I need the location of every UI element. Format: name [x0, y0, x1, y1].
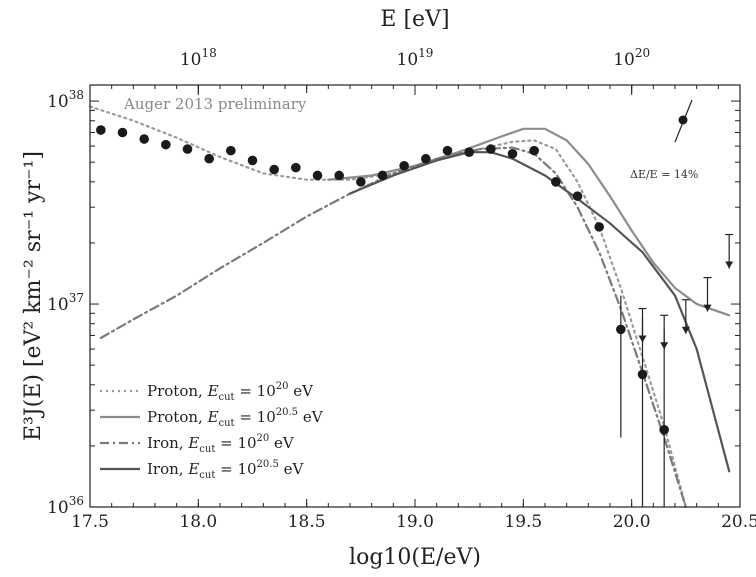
y-axis-title: E³J(E) [eV² km⁻² sr⁻¹ yr⁻¹]: [21, 151, 46, 441]
top-axis-title: E [eV]: [380, 7, 449, 32]
x-tick-label: 18.5: [288, 512, 326, 532]
data-point: [659, 425, 669, 435]
data-point: [161, 139, 171, 150]
data-point: [117, 127, 128, 138]
legend: Proton, Ecut = 1020 eV Proton, Ecut = 102…: [100, 381, 324, 481]
legend-label-2: Proton, Ecut = 1020.5 eV: [147, 407, 324, 429]
x-axis-title: log10(E/eV): [349, 545, 481, 570]
top-tick-label: 1019: [397, 46, 434, 70]
x-tick-label: 20.5: [721, 512, 756, 532]
resolution-point: [678, 115, 688, 125]
data-point: [399, 160, 409, 171]
data-points: [96, 125, 669, 507]
data-point: [139, 134, 149, 144]
data-point: [507, 148, 518, 159]
data-point: [247, 155, 258, 166]
data-point: [464, 147, 474, 157]
energy-resolution-marker: [674, 99, 693, 143]
upper-limit-arrow: [638, 335, 647, 343]
top-tick-label: 1018: [180, 46, 217, 70]
top-tick-label: 1020: [613, 46, 650, 70]
x-tick-label: 19.0: [396, 512, 434, 532]
data-point: [182, 144, 193, 154]
upper-limits: [638, 233, 734, 350]
data-point: [377, 170, 388, 181]
y-tick-label: 1037: [47, 291, 84, 315]
data-point: [486, 144, 496, 154]
data-point: [269, 164, 279, 175]
data-point: [334, 170, 344, 181]
data-point: [204, 153, 214, 164]
resolution-label: ΔE/E = 14%: [630, 168, 698, 181]
series-line-4: [348, 151, 731, 473]
data-point: [529, 145, 539, 156]
y-axis-ticks: 1036 1037 1038: [47, 88, 740, 518]
legend-label-1: Proton, Ecut = 1020 eV: [147, 381, 314, 403]
data-point: [356, 177, 366, 187]
data-point: [551, 177, 561, 187]
upper-limit-arrow: [703, 304, 712, 312]
data-point: [421, 153, 431, 164]
x-tick-label: 17.5: [71, 512, 109, 532]
top-axis-ticks: 1018 1019 1020: [180, 46, 650, 95]
data-point: [594, 222, 604, 232]
upper-limit-arrow: [681, 326, 690, 334]
x-axis-ticks: 17.5 18.0 18.5 19.0 19.5 20.0 20.5: [71, 85, 756, 532]
annotation-text: Auger 2013 preliminary: [123, 95, 307, 113]
data-point: [616, 324, 626, 335]
data-point: [312, 170, 323, 181]
x-tick-label: 18.0: [179, 512, 217, 532]
upper-limit-arrow: [660, 342, 669, 350]
series-line-1: [88, 105, 687, 509]
x-tick-label: 19.5: [504, 512, 542, 532]
legend-label-3: Iron, Ecut = 1020 eV: [147, 433, 295, 455]
data-point: [442, 145, 453, 156]
data-point: [637, 369, 648, 380]
y-tick-label: 1038: [47, 88, 84, 112]
upper-limit-arrow: [725, 261, 734, 269]
legend-label-4: Iron, Ecut = 1020.5 eV: [147, 459, 304, 481]
data-point: [226, 145, 236, 156]
series-line-3: [99, 146, 687, 509]
data-point: [96, 125, 106, 135]
x-tick-label: 20.0: [613, 512, 651, 532]
y-tick-label: 1036: [47, 494, 84, 518]
data-point: [572, 191, 583, 201]
data-point: [291, 162, 301, 173]
